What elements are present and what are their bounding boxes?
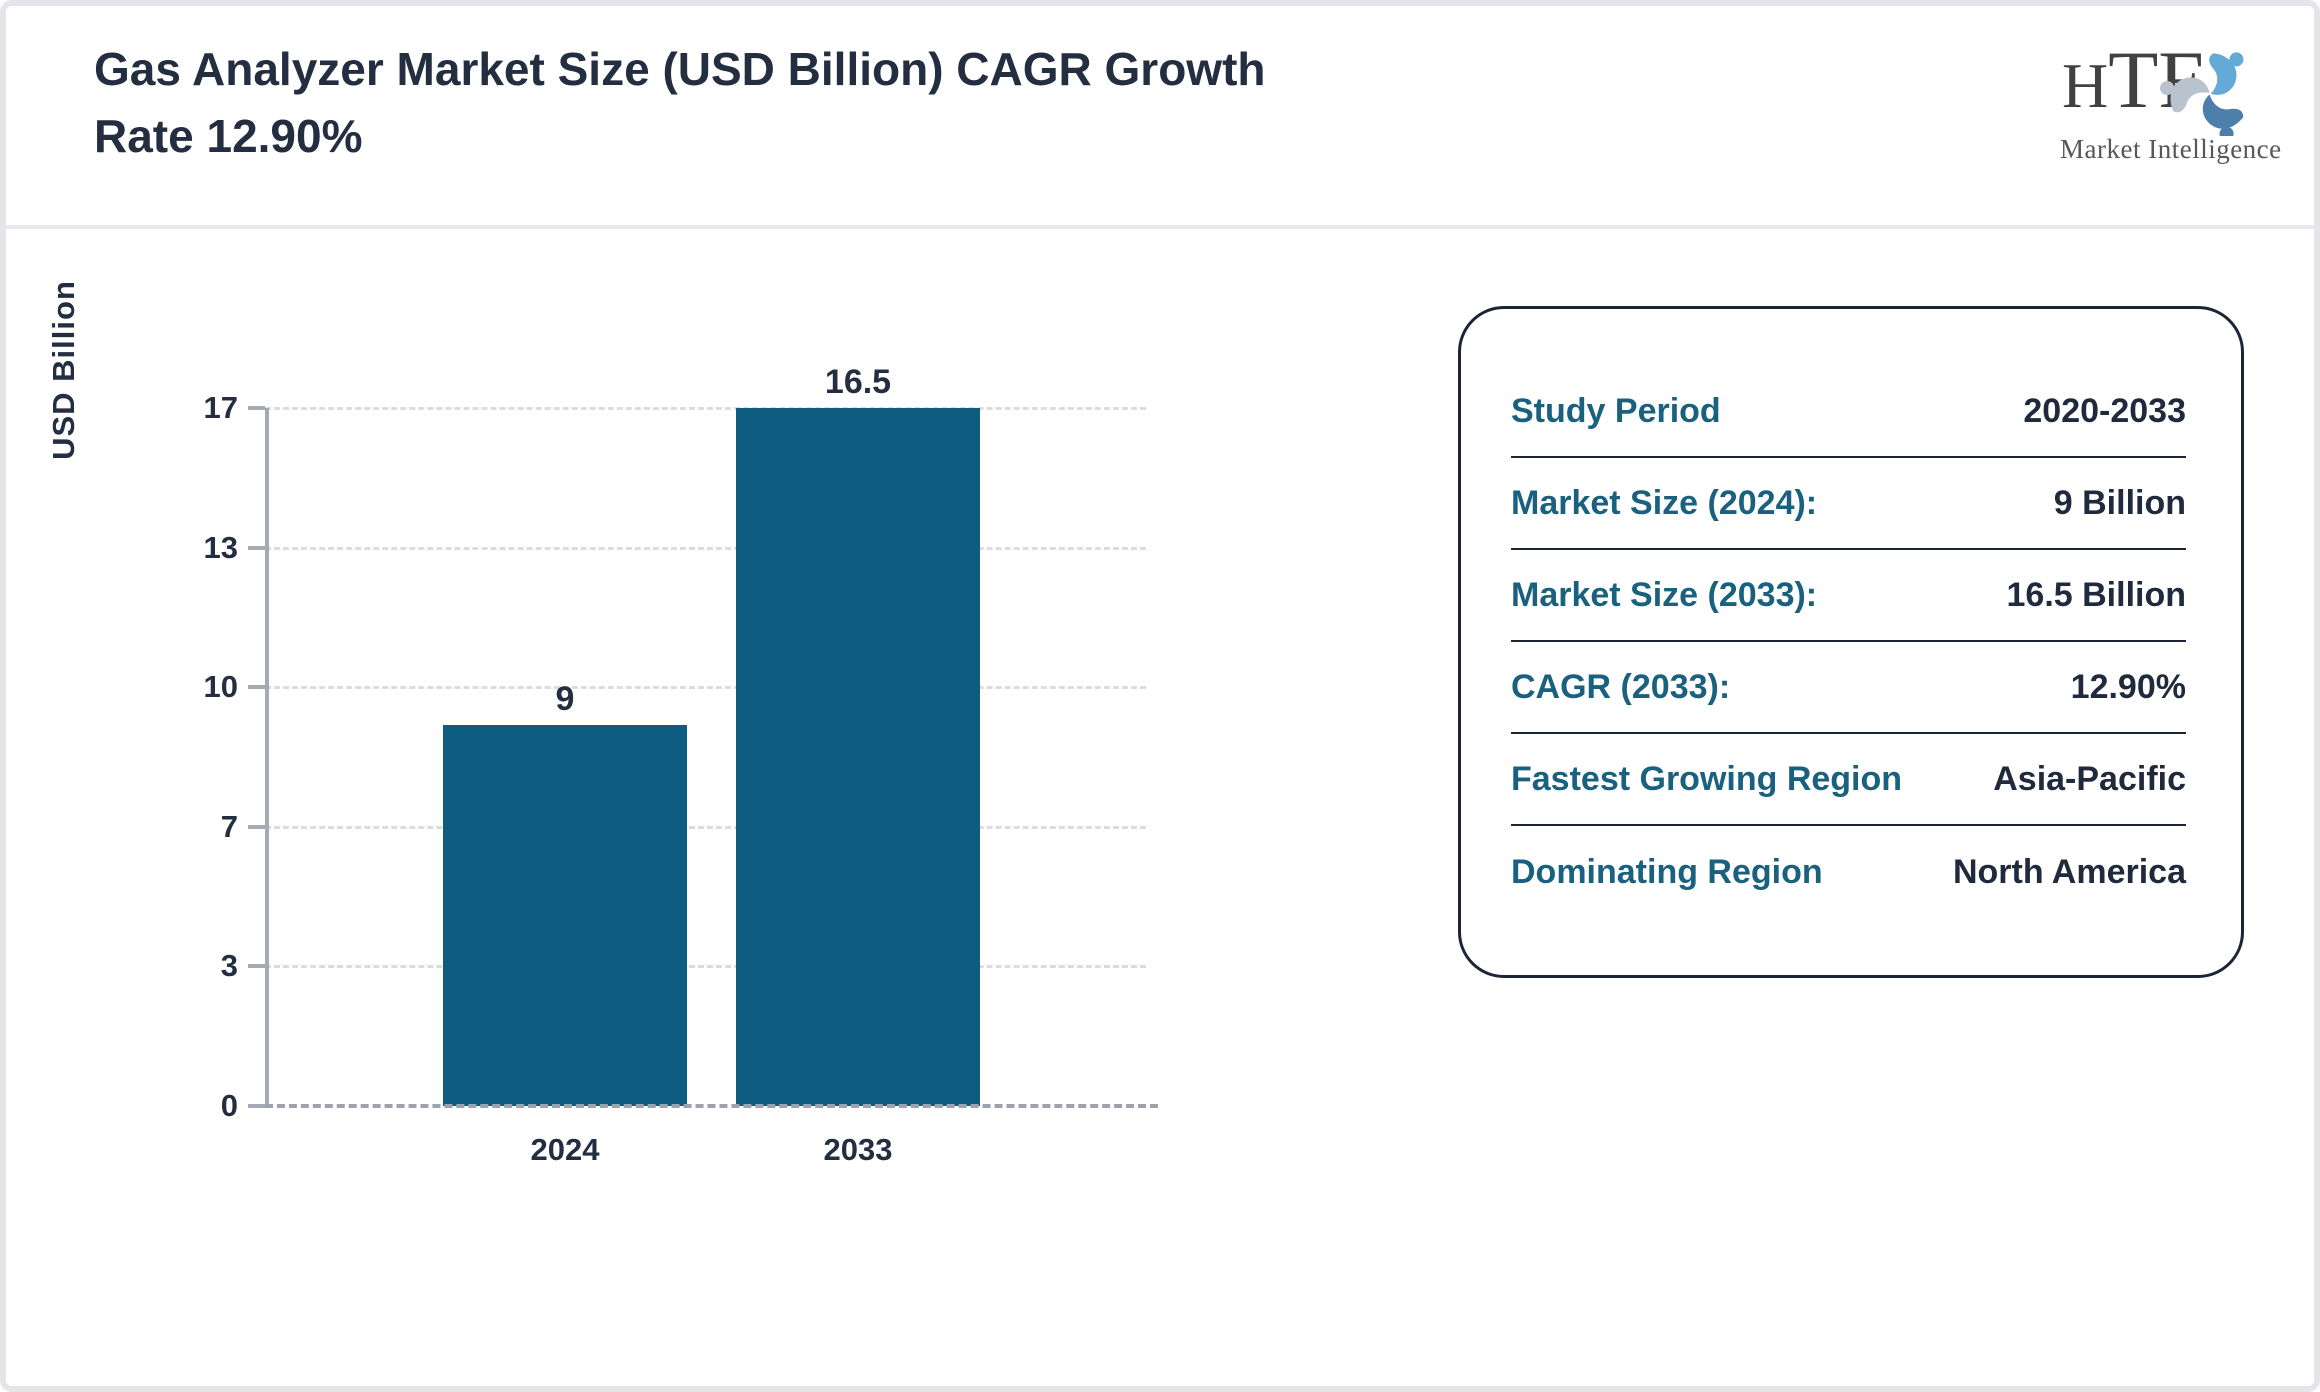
y-axis-tick <box>248 824 265 829</box>
bar-2024 <box>443 725 687 1106</box>
x-axis-category-label: 2024 <box>530 1132 600 1167</box>
card-row-label: Fastest Growing Region <box>1511 759 1903 798</box>
card-row-value: North America <box>1952 852 2186 891</box>
y-axis-tick <box>248 1104 265 1108</box>
bar-value-label: 9 <box>555 680 575 719</box>
y-axis-tick <box>248 545 265 550</box>
x-axis-baseline <box>265 1104 1158 1108</box>
y-axis-tick <box>248 406 265 410</box>
market-summary-card: Study Period 2020-2033 Market Size (2024):… <box>1458 306 2244 978</box>
card-row-value: 16.5 Billion <box>2006 575 2187 614</box>
card-row: Market Size (2033): 16.5 Billion <box>1511 550 2186 642</box>
card-row-value: 12.90% <box>2070 667 2186 706</box>
y-axis-tick-label: 7 <box>220 808 238 844</box>
card-row-label: CAGR (2033): <box>1511 667 1731 706</box>
bar-chart: 0 3 7 10 13 17 9 2024 16.5 2033 <box>106 363 1181 1201</box>
y-axis-tick-label: 17 <box>203 390 238 425</box>
y-axis-tick-label: 10 <box>203 669 238 705</box>
card-row-value: 9 Billion <box>2053 483 2186 522</box>
y-axis-tick-label: 13 <box>203 529 238 565</box>
card-row: Study Period 2020-2033 <box>1511 366 2186 458</box>
gridline <box>265 546 1146 550</box>
bar-value-label: 16.5 <box>824 363 892 401</box>
gridline <box>265 686 1146 690</box>
y-axis-tick-label: 3 <box>220 948 238 984</box>
y-axis-tick-label: 0 <box>220 1088 238 1123</box>
gridline <box>265 407 1146 410</box>
header-divider <box>6 225 2314 229</box>
logo-swirl-icon <box>2160 52 2244 136</box>
card-row-label: Market Size (2024): <box>1511 483 1818 522</box>
gridline <box>265 965 1146 969</box>
logo-subtext: Market Intelligence <box>2060 134 2282 164</box>
htf-logo: HTF Market Intelligence <box>2058 39 2288 170</box>
card-row: Dominating Region North America <box>1511 826 2186 918</box>
header: Gas Analyzer Market Size (USD Billion) C… <box>6 6 2314 229</box>
bar-2033 <box>736 408 980 1106</box>
card-row-label: Dominating Region <box>1511 852 1823 891</box>
y-axis-tick <box>248 685 265 690</box>
x-axis-category-label: 2033 <box>823 1132 893 1167</box>
card-row-value: Asia-Pacific <box>1993 759 2186 798</box>
y-axis-tick <box>248 964 265 969</box>
card-row-value: 2020-2033 <box>2023 391 2186 430</box>
card-row: CAGR (2033): 12.90% <box>1511 642 2186 734</box>
card-row-label: Study Period <box>1511 391 1721 430</box>
gridline <box>265 825 1146 829</box>
y-axis-line <box>265 408 269 1106</box>
card-row: Fastest Growing Region Asia-Pacific <box>1511 734 2186 826</box>
card-row-label: Market Size (2033): <box>1511 575 1818 614</box>
card-row: Market Size (2024): 9 Billion <box>1511 458 2186 550</box>
page-title: Gas Analyzer Market Size (USD Billion) C… <box>94 43 1266 162</box>
